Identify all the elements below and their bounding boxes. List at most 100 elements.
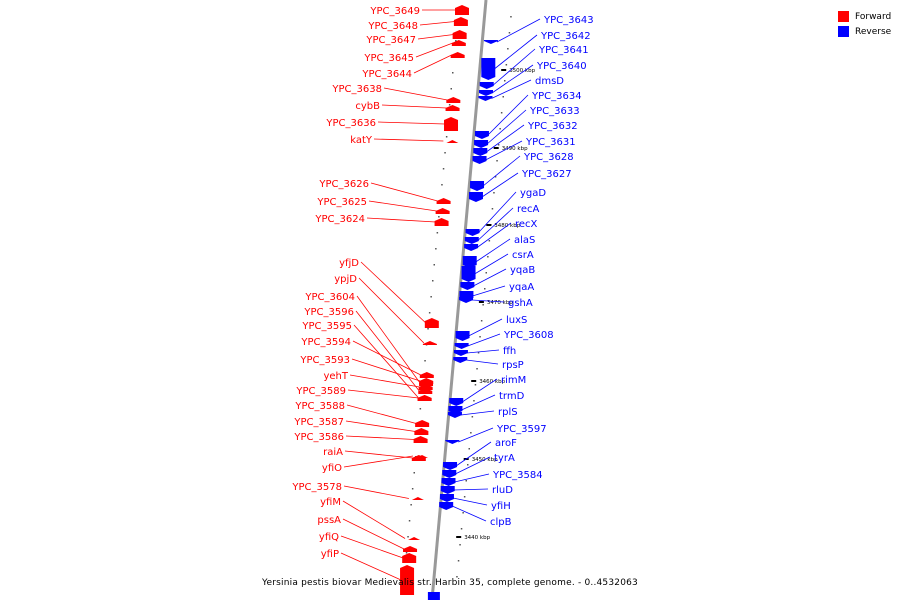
tick-dot <box>457 560 460 562</box>
reverse-gene-leader <box>491 79 532 99</box>
tick-dot <box>463 496 466 498</box>
reverse-gene-leader <box>482 155 521 187</box>
reverse-gene-mark <box>442 470 457 478</box>
reverse-gene-mark <box>441 478 456 486</box>
reverse-gene-mark <box>462 256 477 268</box>
tick-dot <box>473 400 475 402</box>
reverse-gene-mark <box>474 131 489 139</box>
forward-gene-label: YPC_3648 <box>367 21 418 32</box>
tick-dot <box>497 144 500 146</box>
reverse-gene-leader <box>453 488 489 491</box>
reverse-gene-leader <box>491 64 534 94</box>
reverse-gene-mark <box>470 181 485 191</box>
reverse-gene-label: YPC_3641 <box>538 45 589 56</box>
forward-gene-label: YPC_3624 <box>314 214 365 225</box>
reverse-gene-label: YPC_3640 <box>536 61 587 72</box>
forward-gene-mark <box>417 395 432 401</box>
legend-label-forward: Forward <box>855 11 892 22</box>
reverse-gene-label: tyrA <box>494 453 515 464</box>
reverse-gene-label: YPC_3633 <box>529 106 580 117</box>
tick-dot <box>405 552 408 554</box>
forward-gene-label: YPC_3626 <box>318 179 369 190</box>
forward-gene-mark <box>402 553 417 563</box>
scale-label: 3440 kbp <box>464 535 490 541</box>
reverse-gene-leader <box>466 349 500 354</box>
tick-dot <box>413 472 415 474</box>
reverse-gene-mark <box>474 140 489 148</box>
tick-dot <box>436 232 439 234</box>
forward-gene-mark <box>452 30 467 39</box>
tick-dot <box>442 168 445 170</box>
forward-gene-leader <box>340 552 402 581</box>
forward-gene-mark <box>451 40 466 46</box>
reverse-gene-mark <box>461 266 476 282</box>
forward-gene-mark <box>444 117 459 131</box>
tick-dot <box>428 312 431 314</box>
reverse-gene-leader <box>492 48 536 86</box>
tick-dot <box>493 192 495 194</box>
tick-dot <box>487 256 489 258</box>
forward-gene-leader <box>360 261 427 324</box>
reverse-gene-label: YPC_3632 <box>527 121 578 132</box>
tick-dot <box>507 48 509 50</box>
reverse-gene-label: yqaA <box>509 282 534 293</box>
forward-gene-leader <box>342 518 405 550</box>
forward-gene-label: katY <box>350 135 373 146</box>
reverse-gene-label: trmD <box>499 391 525 402</box>
reverse-gene-mark <box>478 90 493 96</box>
reverse-gene-leader <box>452 497 488 506</box>
forward-gene-label: yfiO <box>322 463 342 474</box>
scale-marker <box>478 301 484 303</box>
forward-gene-label: YPC_3587 <box>293 417 344 428</box>
scale-marker <box>493 147 499 149</box>
forward-gene-leader <box>383 87 448 101</box>
reverse-gene-label: alaS <box>514 235 535 246</box>
tick-dot <box>452 72 454 74</box>
forward-gene-mark <box>411 497 424 500</box>
tick-dot <box>482 304 484 306</box>
forward-gene-mark <box>419 378 434 384</box>
scale-label: 3450 kbp <box>472 457 498 463</box>
reverse-gene-leader <box>486 109 527 145</box>
tick-dot <box>432 280 434 282</box>
reverse-gene-label: yfiH <box>491 501 511 512</box>
forward-gene-label: YPC_3636 <box>325 118 376 129</box>
forward-gene-mark <box>408 537 421 540</box>
tick-dot <box>407 536 409 538</box>
reverse-gene-label: YPC_3628 <box>523 152 574 163</box>
tick-dot <box>462 512 464 514</box>
forward-gene-leader <box>358 277 425 344</box>
reverse-gene-label: recX <box>515 219 538 230</box>
forward-gene-mark <box>415 420 430 427</box>
reverse-gene-mark <box>464 244 479 251</box>
reverse-gene-label: clpB <box>490 517 512 528</box>
reverse-gene-leader <box>458 427 494 443</box>
tick-dot <box>468 448 470 450</box>
reverse-gene-leader <box>455 456 491 475</box>
reverse-gene-mark <box>478 96 493 101</box>
forward-gene-label: yfiQ <box>319 532 339 543</box>
reverse-gene-mark <box>440 486 455 494</box>
forward-gene-label: YPC_3638 <box>331 84 382 95</box>
tick-dot <box>459 544 461 546</box>
tick-dot <box>445 136 448 138</box>
tick-dot <box>505 64 508 66</box>
forward-gene-leader <box>415 42 453 58</box>
scale-label: 3470 kbp <box>487 300 513 306</box>
reverse-gene-mark <box>483 40 498 44</box>
forward-gene-label: YPC_3644 <box>361 69 412 80</box>
tick-dot <box>433 264 435 266</box>
reverse-gene-mark <box>427 592 440 600</box>
tick-dot <box>470 432 472 434</box>
reverse-gene-leader <box>461 378 498 403</box>
forward-gene-mark <box>419 372 434 378</box>
reverse-gene-leader <box>487 94 529 136</box>
reverse-gene-mark <box>455 331 470 341</box>
reverse-gene-label: recA <box>517 204 540 215</box>
tick-dot <box>455 40 457 42</box>
tick-dot <box>424 360 426 362</box>
forward-gene-label: YPC_3645 <box>363 53 414 64</box>
reverse-gene-label: rplS <box>498 407 518 418</box>
reverse-gene-label: YPC_3631 <box>525 137 576 148</box>
